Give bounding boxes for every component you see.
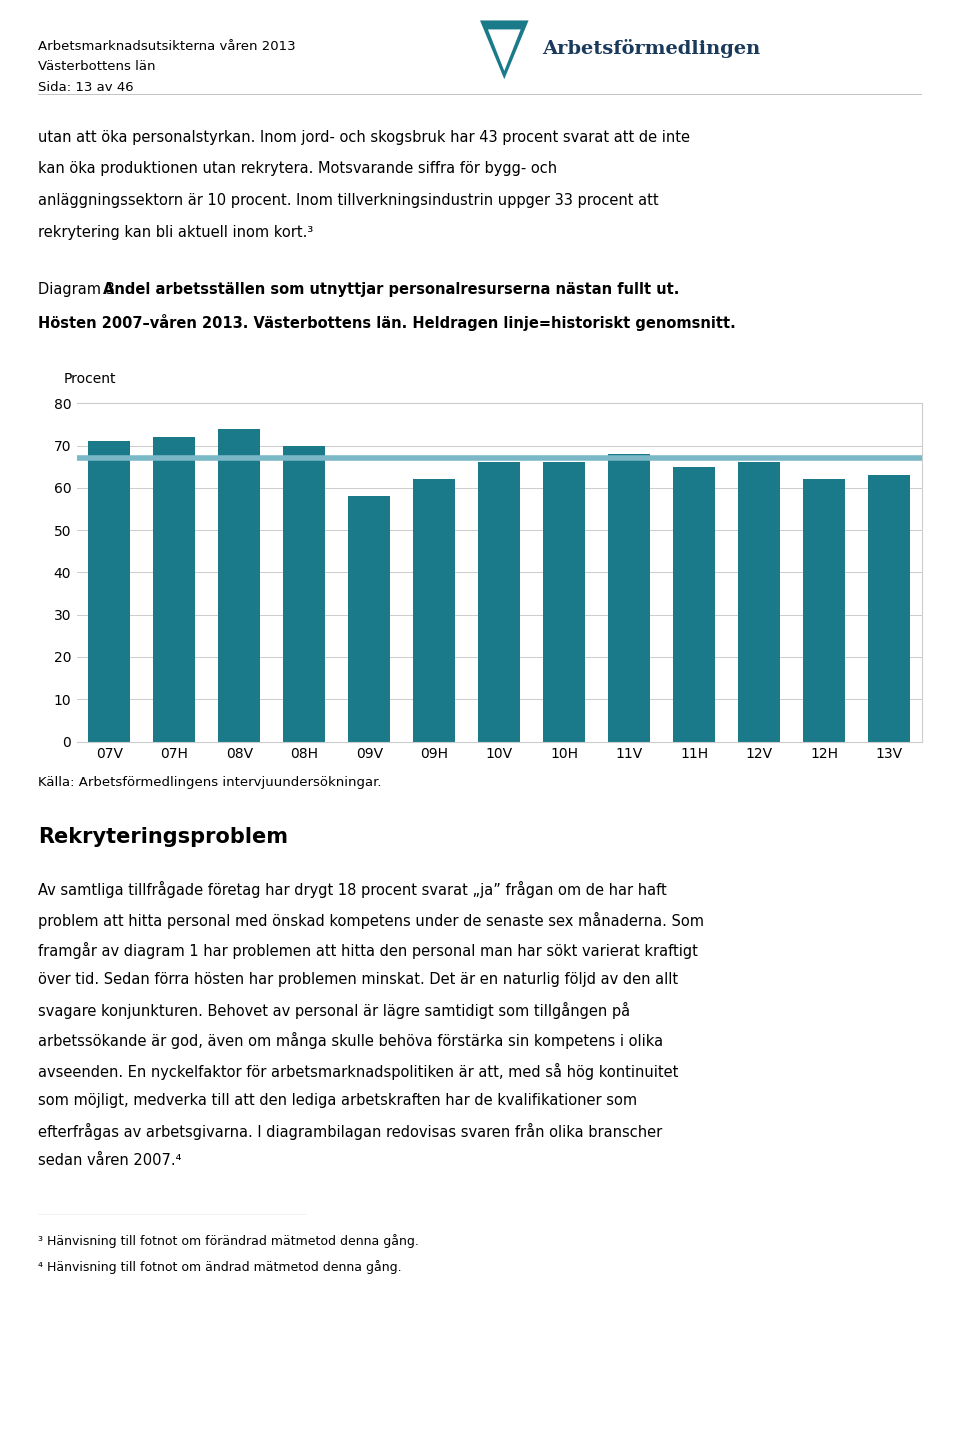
Text: anläggningssektorn är 10 procent. Inom tillverkningsindustrin uppger 33 procent : anläggningssektorn är 10 procent. Inom t… <box>38 193 659 207</box>
Text: arbetssökande är god, även om många skulle behöva förstärka sin kompetens i olik: arbetssökande är god, även om många skul… <box>38 1032 663 1050</box>
Bar <box>218 429 260 742</box>
Text: Arbetsförmedlingen: Arbetsförmedlingen <box>541 39 760 58</box>
Text: ³ Hänvisning till fotnot om förändrad mätmetod denna gång.: ³ Hänvisning till fotnot om förändrad mä… <box>38 1234 420 1248</box>
Polygon shape <box>480 20 529 79</box>
Text: Källa: Arbetsförmedlingens intervjuundersökningar.: Källa: Arbetsförmedlingens intervjuunder… <box>38 776 382 789</box>
Text: ⁴ Hänvisning till fotnot om ändrad mätmetod denna gång.: ⁴ Hänvisning till fotnot om ändrad mätme… <box>38 1260 402 1274</box>
Bar <box>88 441 131 742</box>
Text: kan öka produktionen utan rekrytera. Motsvarande siffra för bygg- och: kan öka produktionen utan rekrytera. Mot… <box>38 161 558 176</box>
Polygon shape <box>488 29 520 71</box>
Text: avseenden. En nyckelfaktor för arbetsmarknadspolitiken är att, med så hög kontin: avseenden. En nyckelfaktor för arbetsmar… <box>38 1063 679 1080</box>
Bar <box>868 475 910 742</box>
Text: problem att hitta personal med önskad kompetens under de senaste sex månaderna. : problem att hitta personal med önskad ko… <box>38 912 705 929</box>
Text: Diagram 3.: Diagram 3. <box>38 282 125 297</box>
Text: efterfrågas av arbetsgivarna. I diagrambilagan redovisas svaren från olika brans: efterfrågas av arbetsgivarna. I diagramb… <box>38 1123 662 1140</box>
Text: sedan våren 2007.⁴: sedan våren 2007.⁴ <box>38 1153 181 1168</box>
Text: Arbetsmarknadsutsikterna våren 2013: Arbetsmarknadsutsikterna våren 2013 <box>38 40 296 53</box>
Text: Rekryteringsproblem: Rekryteringsproblem <box>38 827 288 847</box>
Bar <box>673 467 715 742</box>
Text: rekrytering kan bli aktuell inom kort.³: rekrytering kan bli aktuell inom kort.³ <box>38 225 314 239</box>
Text: som möjligt, medverka till att den lediga arbetskraften har de kvalifikationer s: som möjligt, medverka till att den ledig… <box>38 1093 637 1107</box>
Bar <box>413 480 455 742</box>
Text: framgår av diagram 1 har problemen att hitta den personal man har sökt varierat : framgår av diagram 1 har problemen att h… <box>38 942 698 959</box>
Text: Sida: 13 av 46: Sida: 13 av 46 <box>38 81 134 94</box>
Bar <box>154 438 196 742</box>
Text: Av samtliga tillfrågade företag har drygt 18 procent svarat „ja” frågan om de ha: Av samtliga tillfrågade företag har dryg… <box>38 881 667 899</box>
Bar <box>283 445 325 742</box>
Bar <box>543 462 586 742</box>
Text: utan att öka personalstyrkan. Inom jord- och skogsbruk har 43 procent svarat att: utan att öka personalstyrkan. Inom jord-… <box>38 130 690 144</box>
Text: Västerbottens län: Västerbottens län <box>38 60 156 73</box>
Text: Hösten 2007–våren 2013. Västerbottens län. Heldragen linje=historiskt genomsnitt: Hösten 2007–våren 2013. Västerbottens lä… <box>38 314 736 331</box>
Text: Andel arbetsställen som utnyttjar personalresurserna nästan fullt ut.: Andel arbetsställen som utnyttjar person… <box>103 282 679 297</box>
Bar <box>608 454 650 742</box>
Bar <box>738 462 780 742</box>
Text: över tid. Sedan förra hösten har problemen minskat. Det är en naturlig följd av : över tid. Sedan förra hösten har problem… <box>38 972 679 986</box>
Bar <box>803 480 845 742</box>
Text: Procent: Procent <box>63 373 116 386</box>
Bar <box>348 497 391 742</box>
Text: svagare konjunkturen. Behovet av personal är lägre samtidigt som tillgången på: svagare konjunkturen. Behovet av persona… <box>38 1002 631 1020</box>
Bar <box>478 462 520 742</box>
